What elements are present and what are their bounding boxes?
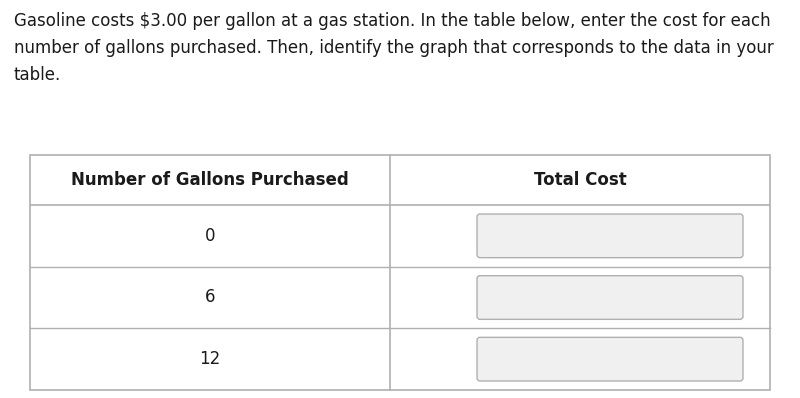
Text: Gasoline costs $3.00 per gallon at a gas station. In the table below, enter the : Gasoline costs $3.00 per gallon at a gas… (14, 12, 774, 84)
Text: 6: 6 (205, 289, 215, 306)
FancyBboxPatch shape (477, 338, 743, 381)
FancyBboxPatch shape (477, 214, 743, 258)
FancyBboxPatch shape (477, 276, 743, 319)
Text: Number of Gallons Purchased: Number of Gallons Purchased (71, 171, 349, 189)
Text: 0: 0 (205, 227, 215, 245)
Bar (30, 155, 770, 390)
Text: Total Cost: Total Cost (534, 171, 626, 189)
Text: 12: 12 (199, 350, 221, 368)
